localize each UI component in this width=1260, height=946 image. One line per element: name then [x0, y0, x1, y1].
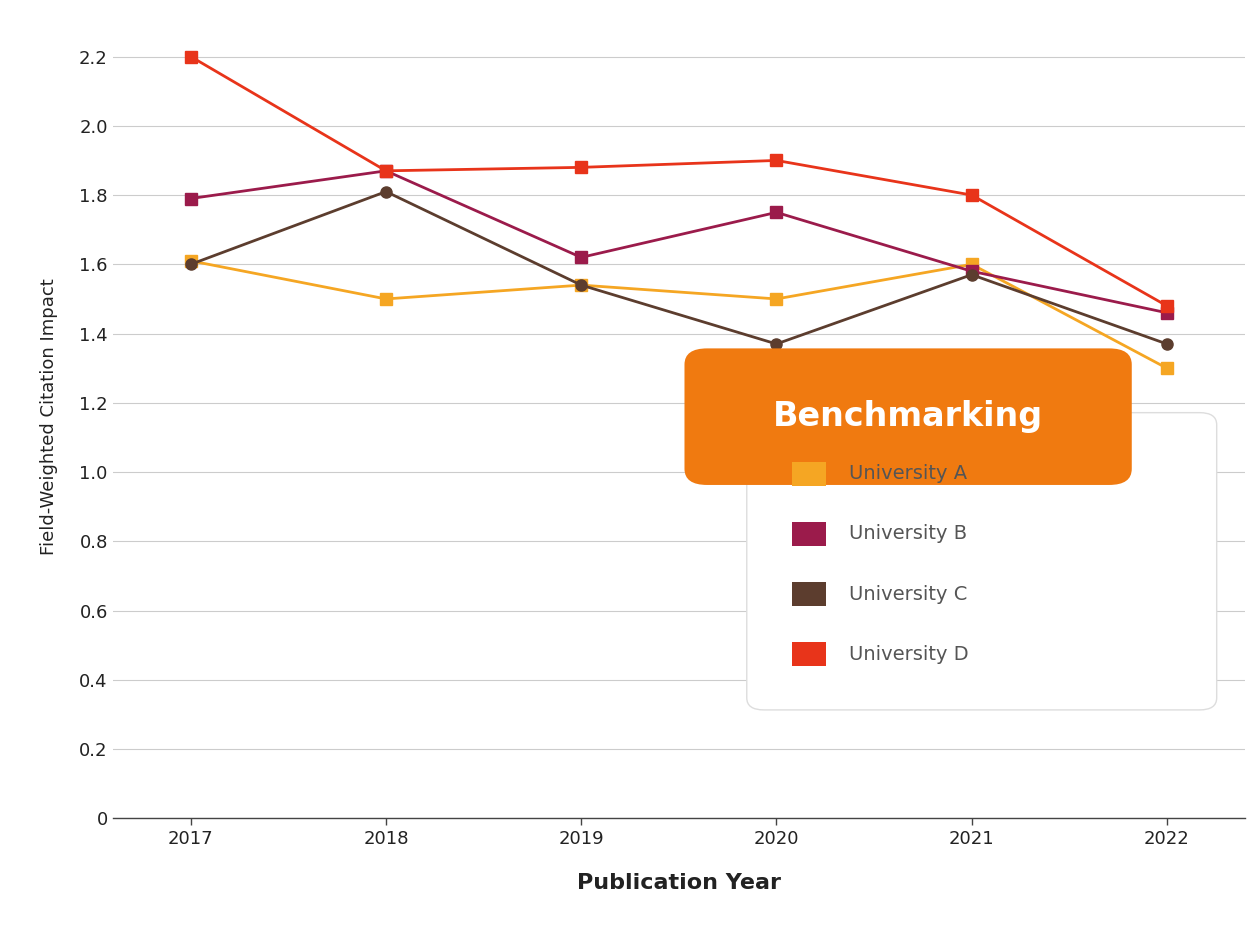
University C — [573, 279, 588, 290]
University B — [1159, 307, 1174, 319]
University B — [378, 166, 393, 177]
University B — [573, 252, 588, 263]
FancyBboxPatch shape — [793, 522, 827, 546]
University A — [769, 293, 784, 305]
Y-axis label: Field-Weighted Citation Impact: Field-Weighted Citation Impact — [40, 278, 58, 555]
University D — [964, 189, 979, 201]
University C — [183, 258, 198, 270]
University A — [573, 279, 588, 290]
University C — [1159, 339, 1174, 350]
University B — [183, 193, 198, 204]
University A — [964, 258, 979, 270]
Line: University C: University C — [185, 186, 1173, 349]
University D — [183, 51, 198, 62]
University D — [573, 162, 588, 173]
University B — [769, 206, 784, 218]
University C — [769, 339, 784, 350]
University C — [378, 186, 393, 198]
FancyBboxPatch shape — [793, 462, 827, 486]
Text: University D: University D — [849, 644, 968, 664]
Line: University D: University D — [185, 51, 1173, 311]
FancyBboxPatch shape — [684, 348, 1131, 485]
University D — [1159, 300, 1174, 311]
University A — [183, 255, 198, 267]
Text: University C: University C — [849, 585, 968, 604]
University B — [964, 266, 979, 277]
X-axis label: Publication Year: Publication Year — [577, 873, 781, 893]
Text: Benchmarking: Benchmarking — [774, 400, 1043, 433]
University D — [769, 155, 784, 166]
FancyBboxPatch shape — [747, 412, 1217, 710]
Text: University B: University B — [849, 524, 966, 543]
FancyBboxPatch shape — [793, 642, 827, 666]
FancyBboxPatch shape — [793, 582, 827, 606]
University A — [378, 293, 393, 305]
Line: University B: University B — [185, 166, 1173, 319]
Line: University A: University A — [185, 255, 1173, 374]
Text: University A: University A — [849, 464, 966, 483]
University D — [378, 166, 393, 177]
University C — [964, 269, 979, 280]
University A — [1159, 362, 1174, 374]
